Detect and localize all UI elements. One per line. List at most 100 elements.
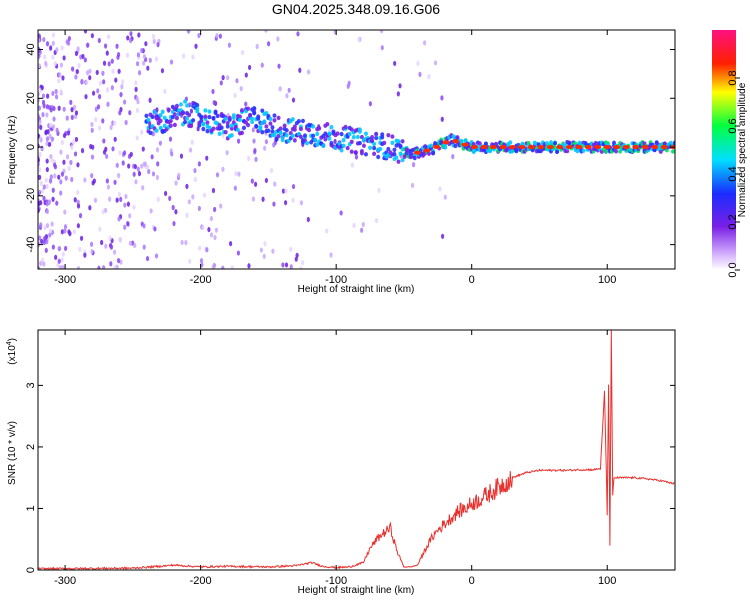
- y-tick-label: 20: [25, 92, 37, 104]
- noise-blob: [97, 265, 101, 269]
- noise-blob: [88, 205, 92, 211]
- track-blob: [237, 114, 242, 119]
- noise-blob: [58, 265, 63, 269]
- noise-blob: [39, 260, 43, 267]
- track-blob: [317, 126, 322, 131]
- noise-blob: [240, 49, 245, 56]
- noise-blob: [116, 54, 120, 60]
- noise-blob: [132, 171, 136, 177]
- noise-blob: [56, 262, 60, 268]
- noise-blob: [411, 162, 416, 168]
- noise-blob: [212, 99, 216, 106]
- track-blob: [390, 140, 395, 145]
- noise-blob: [61, 251, 65, 257]
- noise-blob: [118, 110, 122, 116]
- track-blob: [374, 135, 379, 141]
- noise-blob: [123, 224, 127, 230]
- noise-blob: [38, 235, 42, 241]
- noise-blob: [225, 150, 229, 156]
- y-tick-label: 0: [25, 144, 37, 150]
- noise-blob: [117, 216, 121, 222]
- noise-blob: [239, 86, 243, 92]
- noise-blob: [133, 163, 137, 170]
- noise-blob: [174, 209, 178, 215]
- track-blob: [146, 117, 151, 123]
- noise-blob: [73, 151, 78, 157]
- track-blob: [168, 118, 173, 124]
- noise-blob: [123, 150, 127, 156]
- noise-blob: [438, 186, 442, 192]
- peak-blob: [499, 145, 507, 150]
- noise-blob: [263, 241, 267, 247]
- noise-blob: [133, 242, 137, 249]
- x-tick-label: -200: [190, 575, 212, 587]
- noise-blob: [219, 80, 223, 86]
- noise-blob: [38, 241, 41, 247]
- noise-blob: [88, 75, 92, 81]
- track-blob: [313, 137, 318, 143]
- noise-blob: [54, 94, 59, 100]
- track-blob: [400, 157, 405, 163]
- noise-blob: [440, 95, 444, 101]
- noise-blob: [259, 247, 263, 253]
- noise-blob: [325, 228, 329, 234]
- noise-blob: [253, 181, 258, 187]
- noise-blob: [235, 78, 239, 84]
- noise-blob: [181, 53, 186, 59]
- track-blob: [250, 116, 255, 121]
- track-blob: [242, 125, 247, 131]
- noise-blob: [194, 43, 198, 49]
- noise-blob: [160, 68, 165, 74]
- noise-blob: [65, 115, 69, 121]
- noise-blob: [69, 99, 73, 105]
- peak-blob: [527, 145, 535, 150]
- noise-blob: [154, 56, 159, 62]
- noise-blob: [76, 189, 80, 196]
- noise-blob: [171, 204, 175, 211]
- noise-blob: [42, 195, 46, 201]
- track-blob: [199, 114, 204, 120]
- track-blob: [174, 103, 179, 109]
- noise-blob: [193, 167, 197, 174]
- noise-blob: [72, 229, 77, 235]
- noise-blob: [254, 156, 258, 162]
- noise-blob: [53, 173, 57, 179]
- track-blob: [349, 139, 354, 145]
- noise-blob: [233, 185, 237, 191]
- track-blob: [225, 124, 230, 129]
- noise-blob: [49, 45, 53, 51]
- noise-blob: [126, 201, 131, 207]
- noise-blob: [88, 68, 92, 74]
- colorbar-label: Normalized spectral amplitude: [737, 82, 748, 217]
- noise-blob: [230, 265, 235, 269]
- noise-blob: [80, 78, 84, 84]
- noise-blob: [73, 197, 77, 203]
- track-blob: [203, 114, 208, 119]
- track-blob: [205, 120, 210, 125]
- noise-blob: [339, 210, 343, 216]
- noise-blob: [111, 146, 115, 152]
- noise-blob: [90, 154, 95, 160]
- noise-blob: [253, 148, 257, 154]
- track-blob: [183, 119, 188, 125]
- noise-blob: [40, 238, 44, 244]
- noise-blob: [211, 264, 215, 269]
- x-tick-label: -100: [325, 575, 347, 587]
- noise-blob: [85, 70, 90, 76]
- noise-blob: [145, 164, 150, 170]
- noise-blob: [45, 41, 50, 47]
- noise-blob: [262, 253, 266, 259]
- noise-blob: [90, 248, 94, 255]
- noise-blob: [251, 127, 255, 133]
- noise-blob: [105, 153, 109, 159]
- noise-blob: [221, 75, 225, 81]
- noise-blob: [46, 93, 50, 99]
- noise-blob: [52, 105, 56, 112]
- noise-blob: [291, 197, 295, 203]
- noise-blob: [63, 228, 67, 234]
- track-blob: [455, 135, 460, 140]
- colorbar-tick-label: 0.4: [727, 166, 739, 181]
- noise-blob: [64, 175, 68, 181]
- noise-blob: [148, 97, 152, 103]
- colorbar-tick-label: 0.8: [727, 70, 739, 85]
